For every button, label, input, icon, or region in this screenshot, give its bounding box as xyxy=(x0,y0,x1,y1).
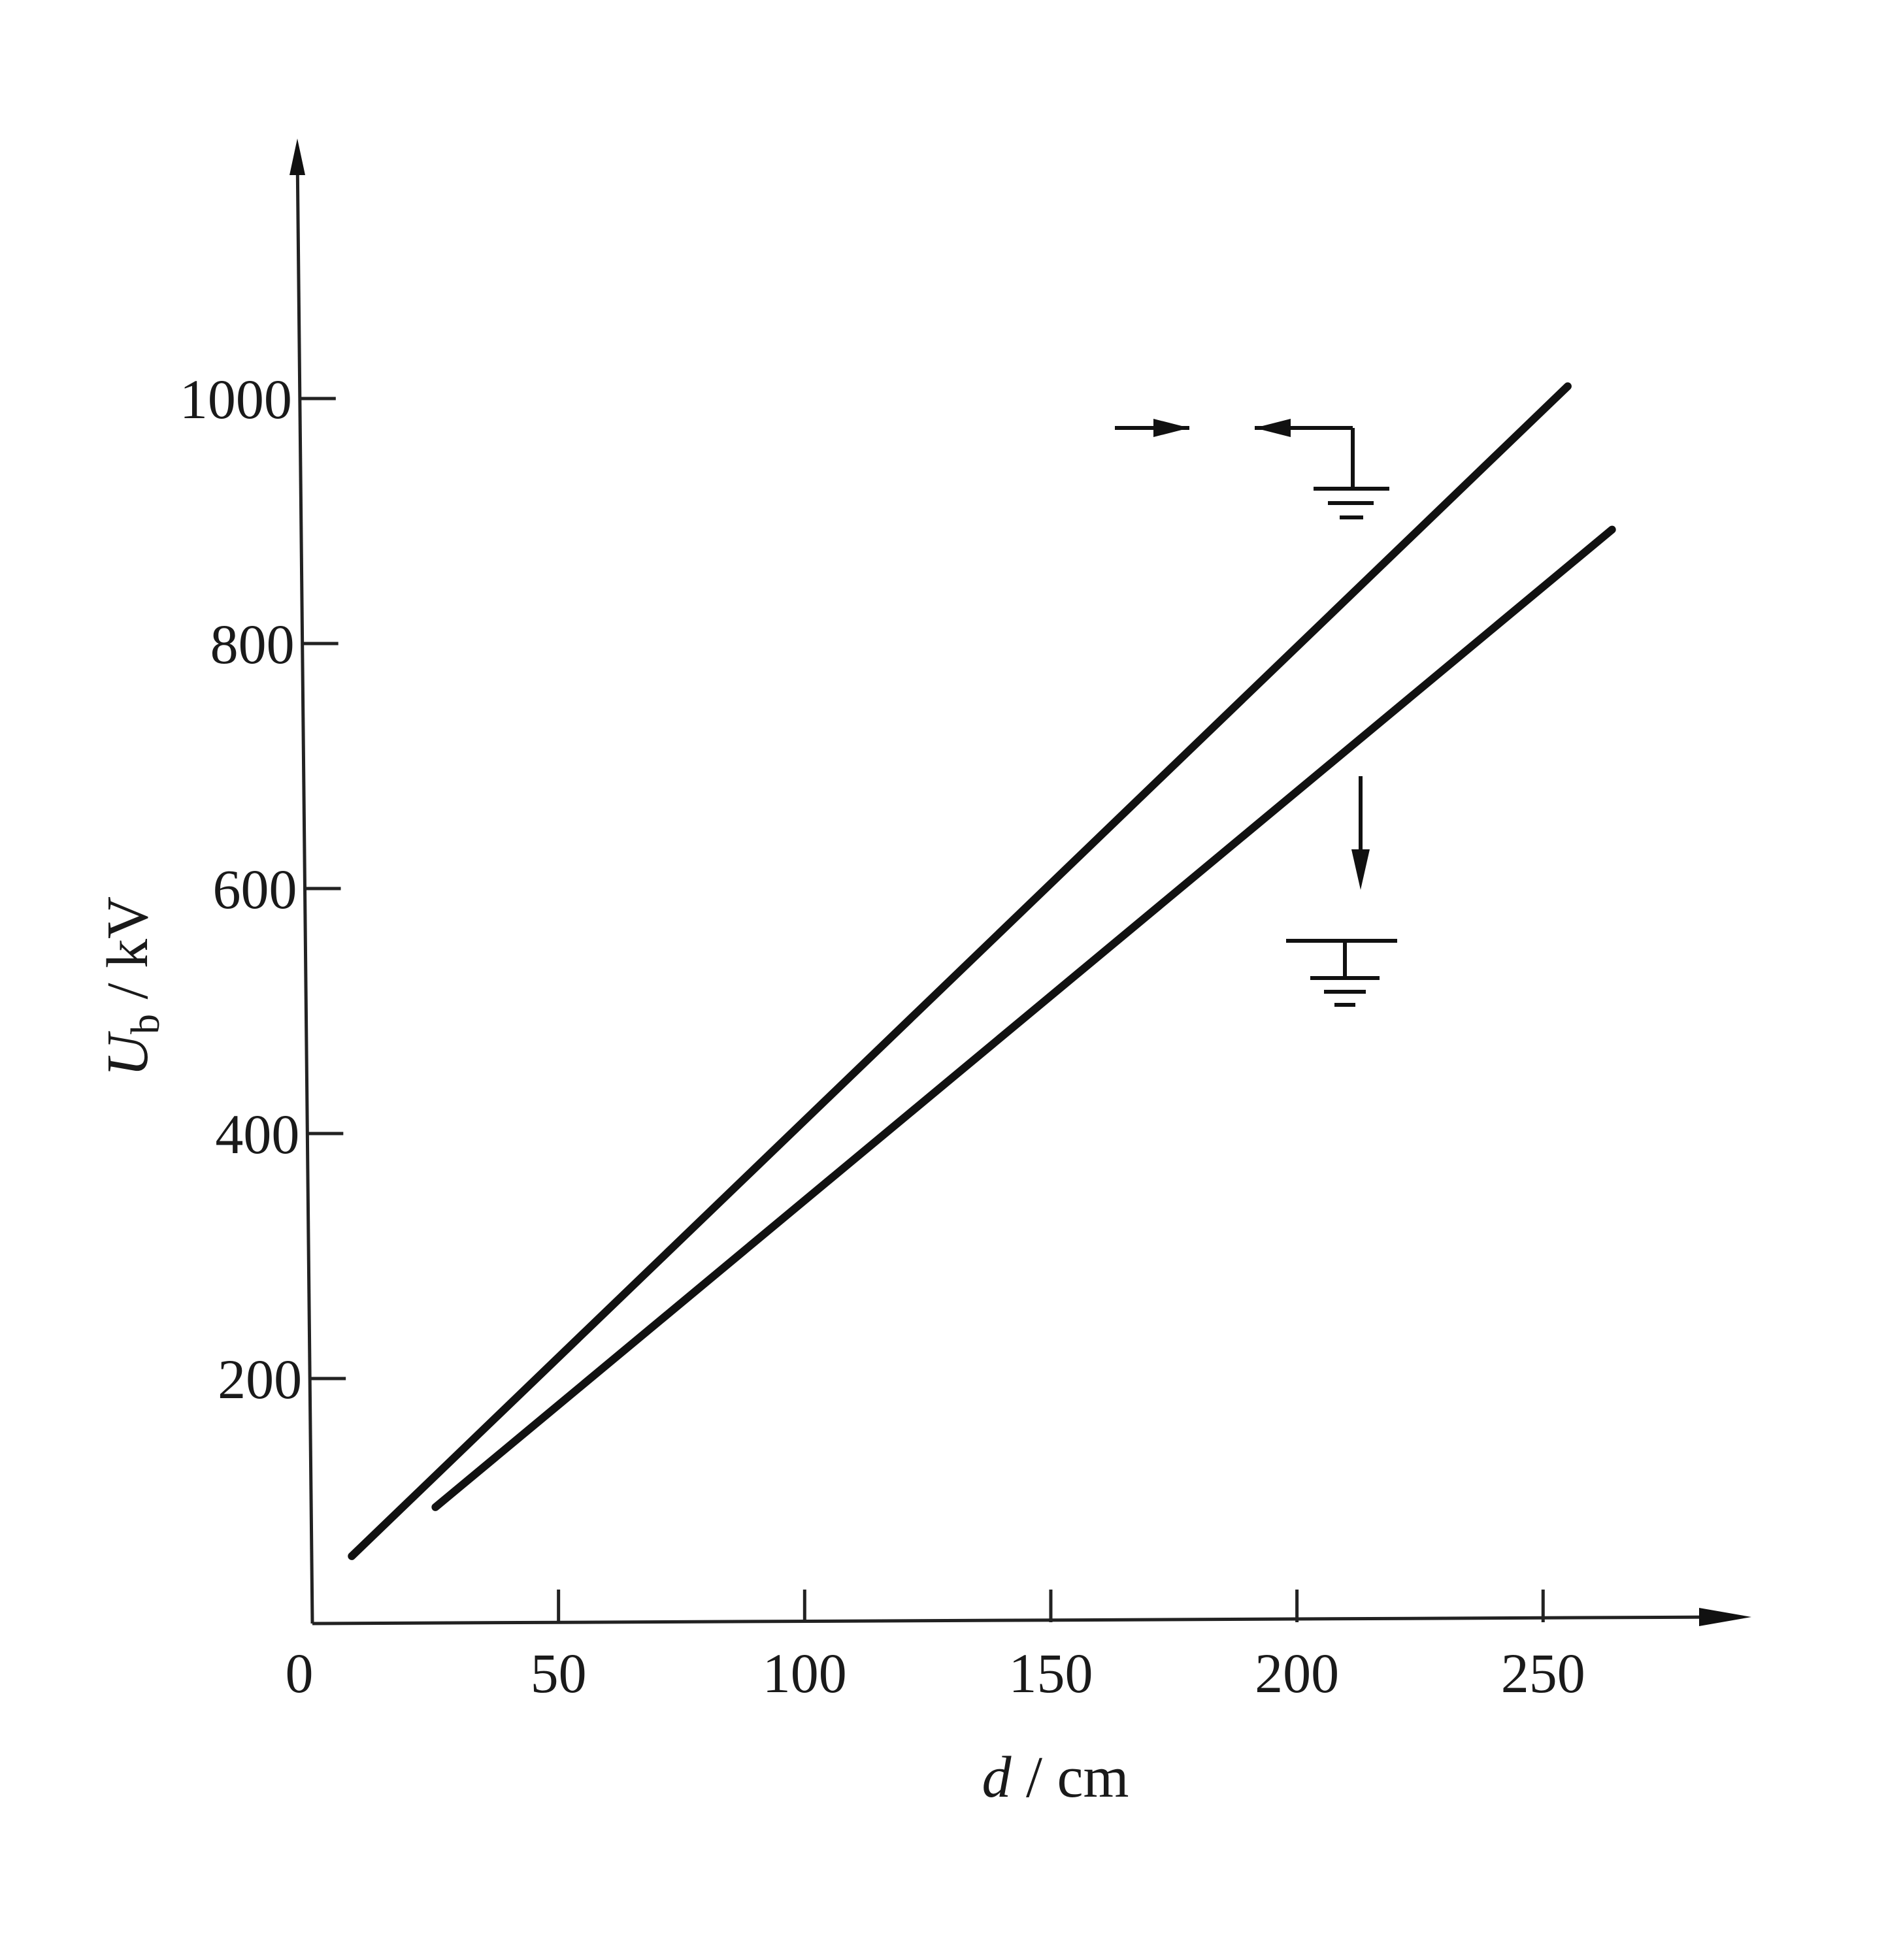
x-axis-unit: / cm xyxy=(1012,1745,1129,1810)
x-tick-label: 50 xyxy=(531,1642,587,1705)
ticks: 50 100 150 200 250 200 400 600 800 1000 xyxy=(180,368,1585,1705)
y-tick-label: 200 xyxy=(218,1348,302,1411)
series xyxy=(348,382,1616,1560)
y-axis-unit: / kV xyxy=(95,896,160,1014)
right-rod-tip xyxy=(1255,419,1291,437)
left-rod-tip xyxy=(1153,419,1189,437)
series-line-2 xyxy=(431,525,1616,1511)
y-tick-label: 400 xyxy=(215,1103,299,1166)
x-axis-arrow xyxy=(1699,1608,1751,1626)
rod-plane-electrode-symbol xyxy=(1286,776,1397,1007)
x-tick-label: 150 xyxy=(1008,1642,1093,1705)
series-line-1 xyxy=(348,382,1572,1560)
origin-label: 0 xyxy=(286,1642,314,1705)
x-tick-label: 250 xyxy=(1501,1642,1585,1705)
x-tick-label: 100 xyxy=(763,1642,847,1705)
y-tick-label: 600 xyxy=(213,858,297,921)
y-axis-arrow xyxy=(290,139,305,175)
y-tick-label: 1000 xyxy=(180,368,292,431)
y-axis-var: U xyxy=(95,1031,160,1077)
rod-rod-electrode-symbol xyxy=(1115,419,1389,519)
rod-tip xyxy=(1351,849,1370,890)
y-axis-sub: b xyxy=(124,1014,168,1034)
y-tick-label: 800 xyxy=(210,613,295,676)
x-axis-title: d / cm xyxy=(982,1745,1129,1810)
x-axis-var: d xyxy=(982,1745,1012,1810)
x-tick-label: 200 xyxy=(1255,1642,1339,1705)
y-axis-title: Ub / kV xyxy=(95,896,168,1077)
x-axis xyxy=(312,1615,1726,1625)
